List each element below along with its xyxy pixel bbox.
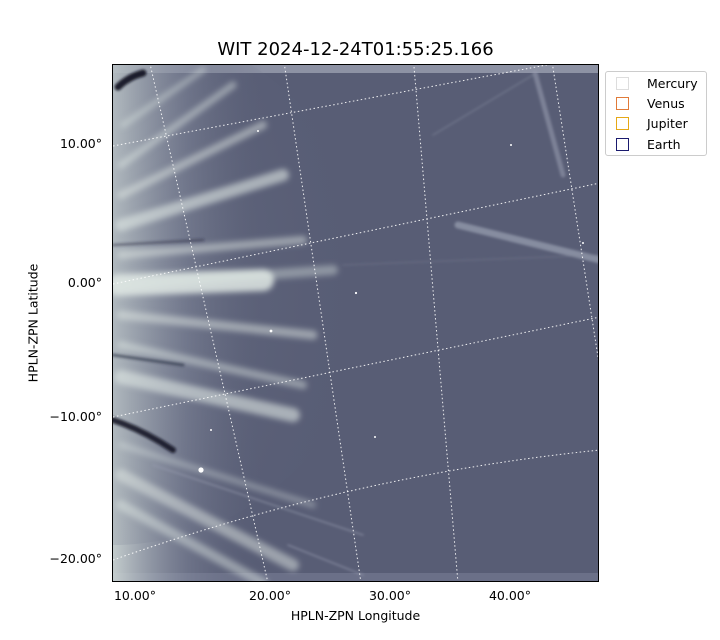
legend-label: Earth bbox=[647, 137, 681, 152]
x-tick-label: 30.00° bbox=[368, 588, 412, 603]
y-tick-label: 0.00° bbox=[67, 275, 102, 290]
legend-swatch bbox=[616, 138, 629, 151]
legend-swatch bbox=[616, 117, 629, 130]
coronagraph-image bbox=[113, 65, 598, 581]
y-tick-label: 10.00° bbox=[59, 136, 102, 151]
x-tick-label: 20.00° bbox=[248, 588, 292, 603]
legend-label: Venus bbox=[647, 96, 685, 111]
y-axis-label: HPLN-ZPN Latitude bbox=[25, 263, 41, 383]
x-tick-label: 10.00° bbox=[113, 588, 157, 603]
legend: Mercury Venus Jupiter Earth bbox=[605, 71, 707, 156]
plot-title: WIT 2024-12-24T01:55:25.166 bbox=[217, 39, 494, 60]
image-panel bbox=[112, 64, 599, 582]
x-tick-label: 40.00° bbox=[488, 588, 532, 603]
y-tick-label: −10.00° bbox=[49, 409, 102, 424]
legend-label: Mercury bbox=[647, 76, 698, 91]
y-tick-label: −20.00° bbox=[49, 551, 102, 566]
x-axis-label: HPLN-ZPN Longitude bbox=[290, 608, 421, 623]
legend-swatch bbox=[616, 77, 629, 90]
legend-label: Jupiter bbox=[647, 116, 688, 131]
legend-swatch bbox=[616, 97, 629, 110]
